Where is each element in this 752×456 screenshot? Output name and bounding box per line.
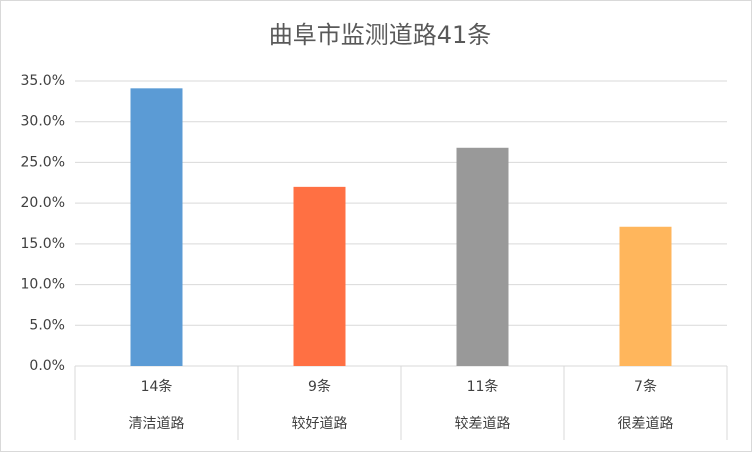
bar xyxy=(130,88,183,366)
bar xyxy=(293,186,346,366)
y-tick-label: 30.0% xyxy=(21,114,65,130)
x-group-label: 很差道路 xyxy=(618,416,674,432)
x-group-label: 较好道路 xyxy=(292,416,348,432)
bar xyxy=(619,226,672,366)
x-tick-label: 14条 xyxy=(141,378,173,395)
bar xyxy=(456,147,509,366)
y-tick-label: 0.0% xyxy=(29,358,65,374)
x-tick-label: 11条 xyxy=(467,378,499,395)
y-tick-label: 10.0% xyxy=(21,277,65,293)
y-tick-label: 25.0% xyxy=(21,154,65,170)
y-tick-label: 35.0% xyxy=(21,73,65,89)
x-tick-label: 9条 xyxy=(308,378,331,395)
x-tick-label: 7条 xyxy=(634,378,657,395)
y-tick-label: 20.0% xyxy=(21,195,65,211)
x-group-label: 清洁道路 xyxy=(129,416,185,432)
y-tick-label: 5.0% xyxy=(29,317,65,333)
x-group-label: 较差道路 xyxy=(455,416,511,432)
chart-title: 曲阜市监测道路41条 xyxy=(269,21,492,49)
y-tick-label: 15.0% xyxy=(21,236,65,252)
